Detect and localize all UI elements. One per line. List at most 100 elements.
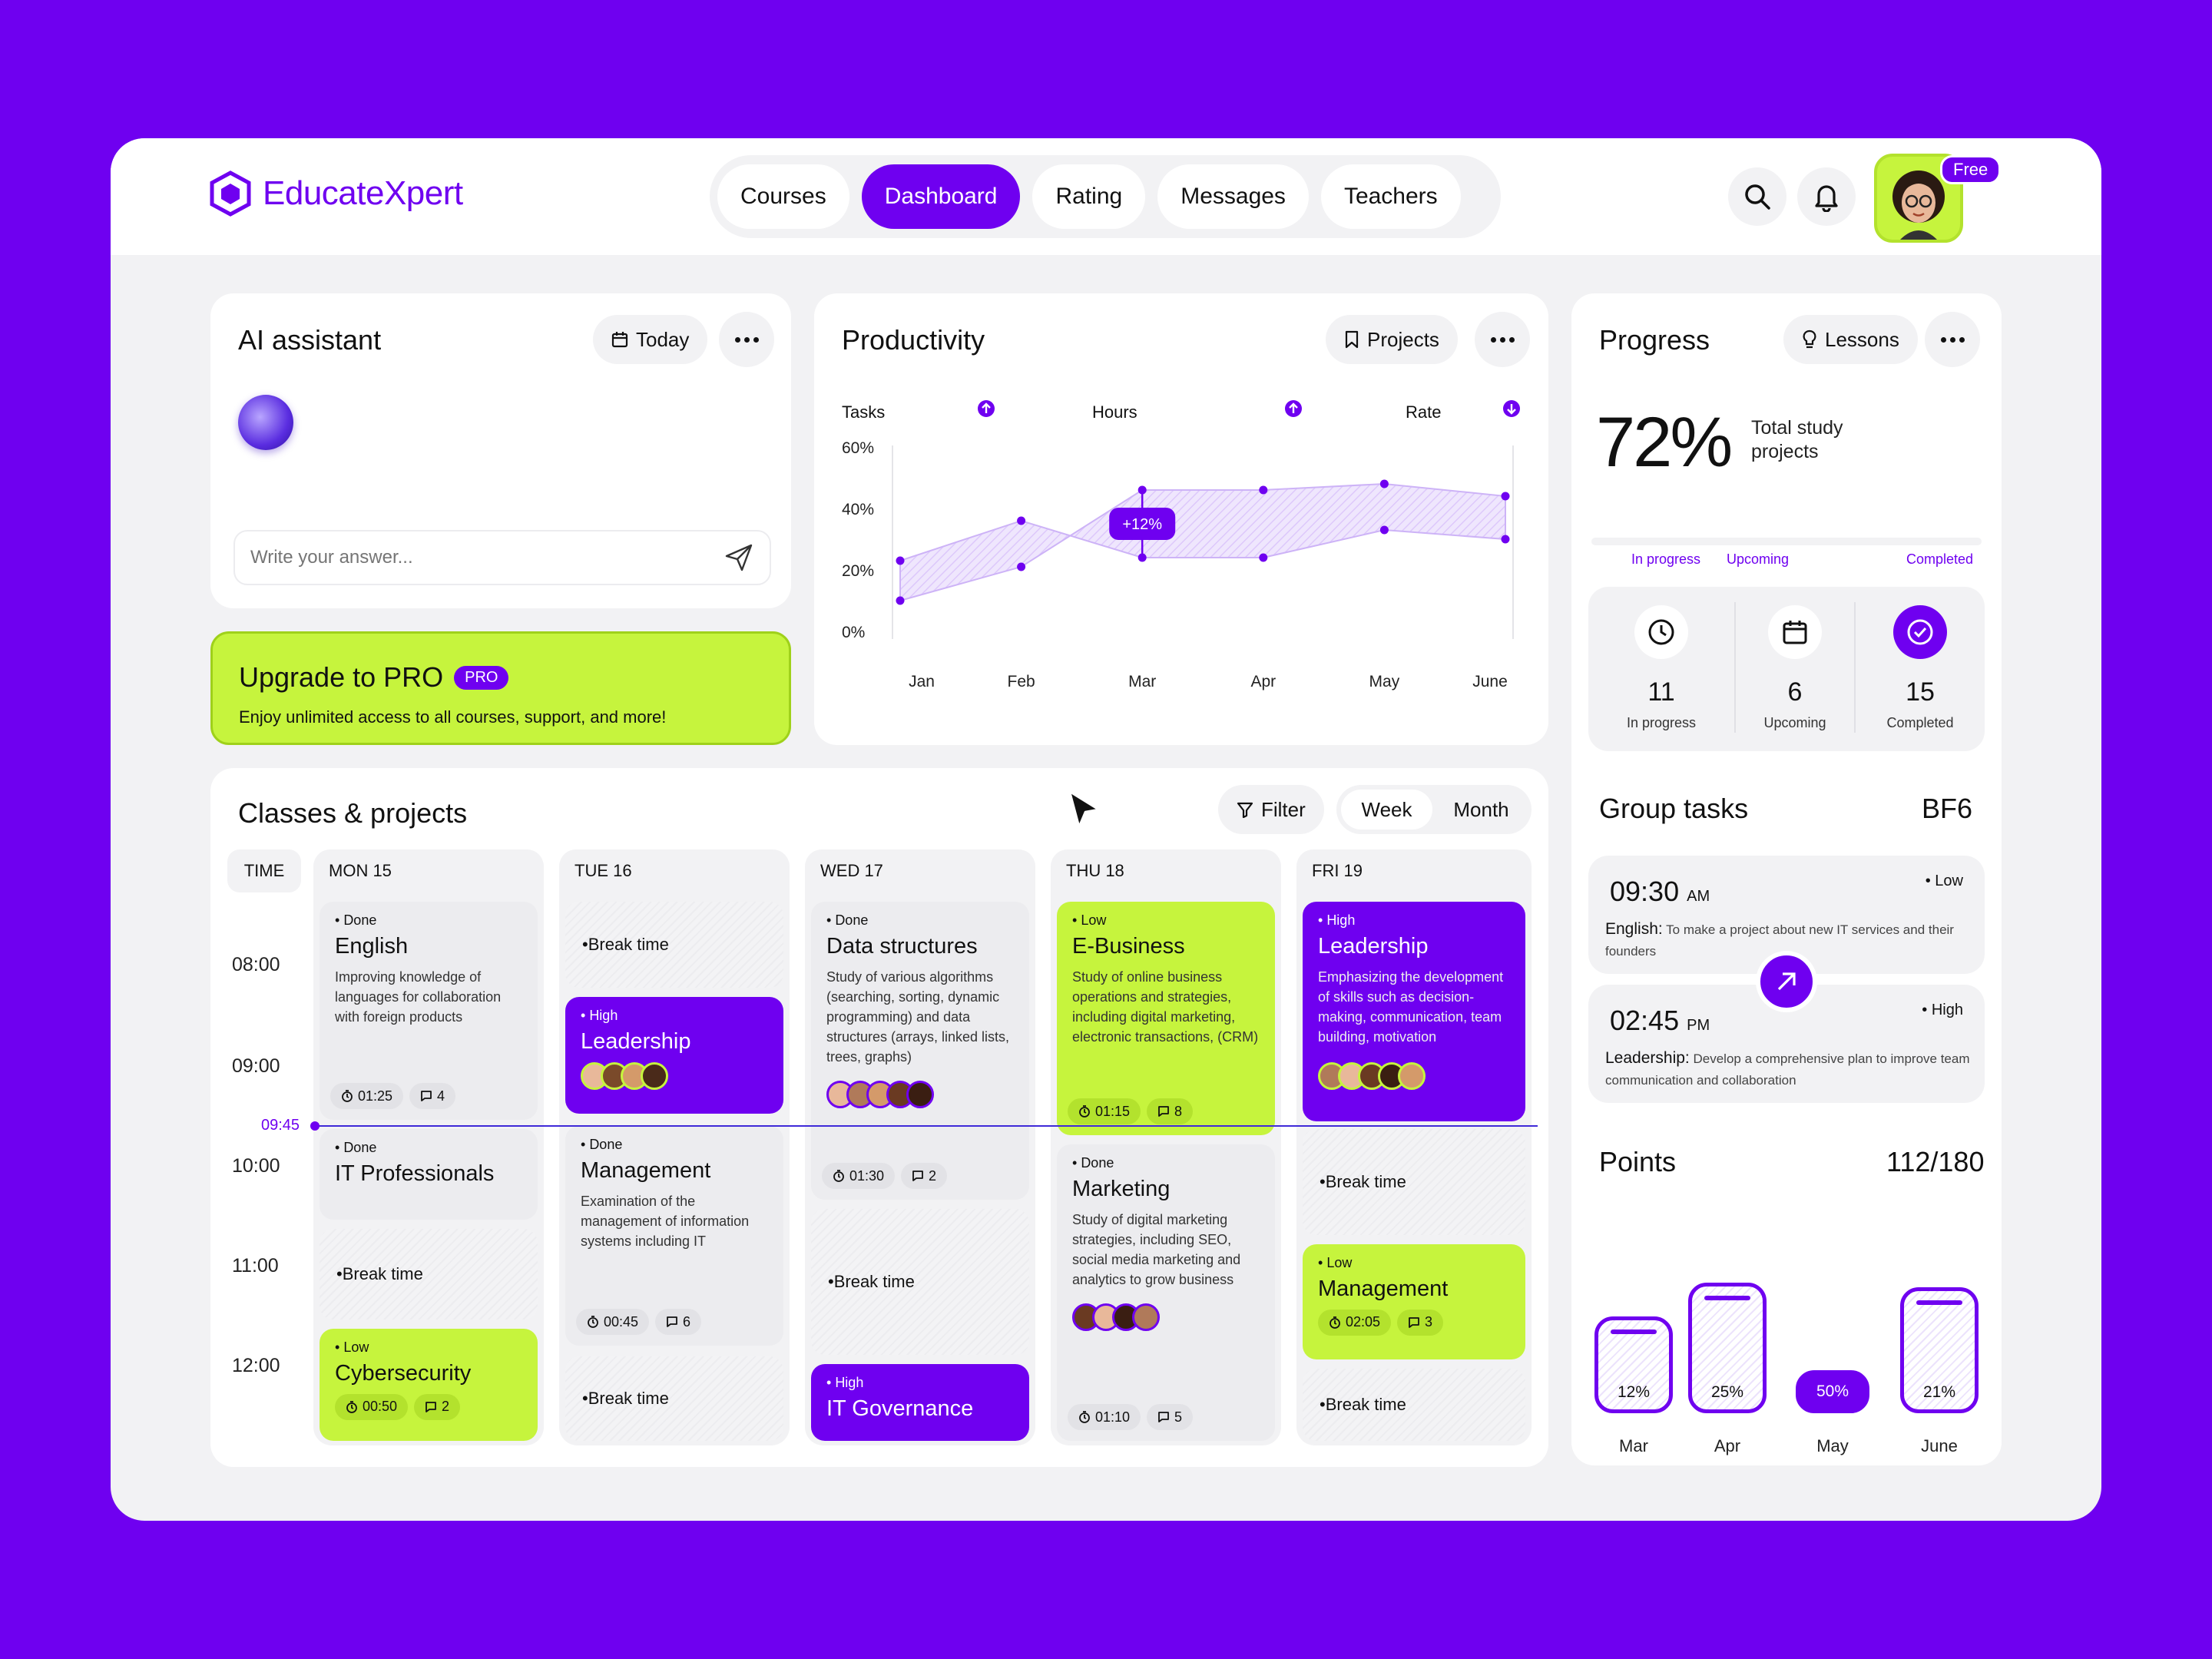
- data-point[interactable]: [1259, 553, 1268, 562]
- points-bar[interactable]: 50%: [1796, 1370, 1869, 1413]
- tab-dashboard[interactable]: Dashboard: [861, 164, 1021, 229]
- now-marker-label: 09:45: [261, 1117, 300, 1134]
- event-description: Improving knowledge of languages for col…: [335, 969, 502, 1025]
- user-avatar-icon: [1892, 171, 1945, 240]
- bookmark-icon: [1345, 330, 1359, 349]
- projects-filter-button[interactable]: Projects: [1326, 315, 1458, 364]
- data-point[interactable]: [896, 556, 905, 565]
- projects-filter-label: Projects: [1367, 327, 1439, 351]
- arrow-up-icon: [1285, 400, 1302, 417]
- comments-chip: 2: [901, 1163, 948, 1189]
- day-header: FRI 19: [1296, 849, 1532, 892]
- filter-icon: [1237, 802, 1253, 818]
- event-card[interactable]: • Low E-Business Study of online busines…: [1057, 902, 1275, 1135]
- data-point[interactable]: [1501, 535, 1510, 544]
- answer-input-box[interactable]: [233, 530, 771, 585]
- toggle-month[interactable]: Month: [1453, 797, 1509, 821]
- event-card[interactable]: • Low Cybersecurity 00:50 2: [320, 1329, 538, 1441]
- data-point[interactable]: [896, 596, 905, 605]
- points-bar-value: 50%: [1816, 1382, 1849, 1400]
- productivity-more-button[interactable]: [1475, 312, 1530, 367]
- y-tick-label: 20%: [842, 562, 874, 580]
- send-icon[interactable]: [724, 542, 754, 573]
- ai-assistant-more-button[interactable]: [719, 312, 774, 367]
- break-slot: • Break time: [565, 1356, 783, 1441]
- search-icon: [1745, 184, 1770, 210]
- comment-icon: [1158, 1106, 1169, 1117]
- points-bar[interactable]: 21%: [1900, 1287, 1979, 1413]
- timer-icon: [1330, 1316, 1340, 1329]
- filter-button[interactable]: Filter: [1218, 785, 1324, 834]
- tab-messages[interactable]: Messages: [1157, 164, 1309, 229]
- filter-label: Filter: [1261, 797, 1306, 821]
- upgrade-banner[interactable]: Upgrade to PRO PRO Enjoy unlimited acces…: [210, 631, 791, 745]
- event-card[interactable]: • High Leadership: [565, 997, 783, 1114]
- points-bar-value: 25%: [1710, 1383, 1744, 1401]
- event-title: English: [335, 934, 409, 959]
- progress-more-button[interactable]: [1925, 312, 1980, 367]
- time-label: 11:00: [232, 1255, 279, 1277]
- tab-rating[interactable]: Rating: [1032, 164, 1146, 229]
- points-bar-value: 21%: [1922, 1383, 1956, 1401]
- event-card[interactable]: • Done English Improving knowledge of la…: [320, 902, 538, 1120]
- progress-bar-track: [1591, 538, 1982, 545]
- day-header: TUE 16: [559, 849, 790, 892]
- comment-icon: [421, 1091, 432, 1101]
- task-subject: Leadership:: [1605, 1049, 1690, 1067]
- task-period: AM: [1687, 888, 1710, 905]
- app-name: EducateXpert: [263, 174, 463, 212]
- y-tick-label: 40%: [842, 501, 874, 518]
- duration-chip: 01:15: [1068, 1098, 1141, 1124]
- bar-label-in-progress: In progress: [1631, 551, 1701, 567]
- event-card[interactable]: • High IT Governance: [811, 1364, 1029, 1441]
- event-status: Done: [1081, 1155, 1114, 1171]
- data-point[interactable]: [1017, 516, 1026, 525]
- points-month-label: Apr: [1714, 1436, 1741, 1455]
- data-point[interactable]: [1379, 479, 1389, 488]
- data-point[interactable]: [1017, 562, 1026, 571]
- now-marker-dot: [310, 1121, 320, 1131]
- tab-courses[interactable]: Courses: [717, 164, 849, 229]
- productivity-title: Productivity: [842, 324, 985, 356]
- classes-card: Classes & projects Filter Week Month TIM…: [210, 768, 1548, 1467]
- plan-badge: Free: [1940, 155, 2002, 184]
- duration-chip: 00:50: [335, 1393, 409, 1420]
- open-task-button[interactable]: [1756, 951, 1817, 1012]
- points-bar[interactable]: 12%: [1594, 1316, 1673, 1413]
- data-point[interactable]: [1137, 553, 1147, 562]
- toggle-week[interactable]: Week: [1341, 790, 1432, 830]
- task-subject: English:: [1605, 920, 1663, 938]
- bell-icon: [1815, 185, 1838, 212]
- event-card[interactable]: • Low Management 02:05 3: [1303, 1244, 1525, 1359]
- data-point[interactable]: [1259, 485, 1268, 495]
- classes-title: Classes & projects: [238, 797, 468, 829]
- progress-stats: 11 In progress 6 Upcoming 15 Completed: [1588, 587, 1985, 751]
- event-title: IT Governance: [826, 1396, 974, 1421]
- arrow-up-icon: [978, 400, 995, 417]
- logo[interactable]: EducateXpert: [209, 171, 463, 217]
- event-card[interactable]: • High Leadership Emphasizing the develo…: [1303, 902, 1525, 1121]
- clock-icon: [1634, 605, 1688, 659]
- tab-teachers[interactable]: Teachers: [1320, 164, 1461, 229]
- comments-chip: 5: [1147, 1404, 1194, 1430]
- answer-input[interactable]: [250, 547, 680, 568]
- task-description: To make a project about new IT services …: [1605, 922, 1954, 959]
- points-bar[interactable]: 25%: [1688, 1283, 1767, 1413]
- event-status: Done: [343, 1140, 377, 1155]
- break-slot: • Break time: [1303, 1369, 1525, 1441]
- today-filter-button[interactable]: Today: [593, 315, 708, 364]
- notifications-button[interactable]: [1797, 167, 1856, 226]
- data-point[interactable]: [1137, 485, 1147, 495]
- search-button[interactable]: [1728, 167, 1786, 226]
- top-header: EducateXpert Courses Dashboard Rating Me…: [111, 138, 2101, 255]
- event-card[interactable]: • Done Management Examination of the man…: [565, 1126, 783, 1346]
- event-card[interactable]: • Done IT Professionals: [320, 1129, 538, 1220]
- event-card[interactable]: • Done Marketing Study of digital market…: [1057, 1144, 1275, 1441]
- event-card[interactable]: • Done Data structures Study of various …: [811, 902, 1029, 1200]
- lessons-filter-button[interactable]: Lessons: [1783, 315, 1918, 364]
- data-point[interactable]: [1379, 525, 1389, 535]
- data-point[interactable]: [1501, 492, 1510, 501]
- group-tasks-title: Group tasks: [1599, 793, 1749, 824]
- legend-rate: Rate: [1406, 402, 1442, 422]
- annotation-label: +12%: [1122, 516, 1162, 533]
